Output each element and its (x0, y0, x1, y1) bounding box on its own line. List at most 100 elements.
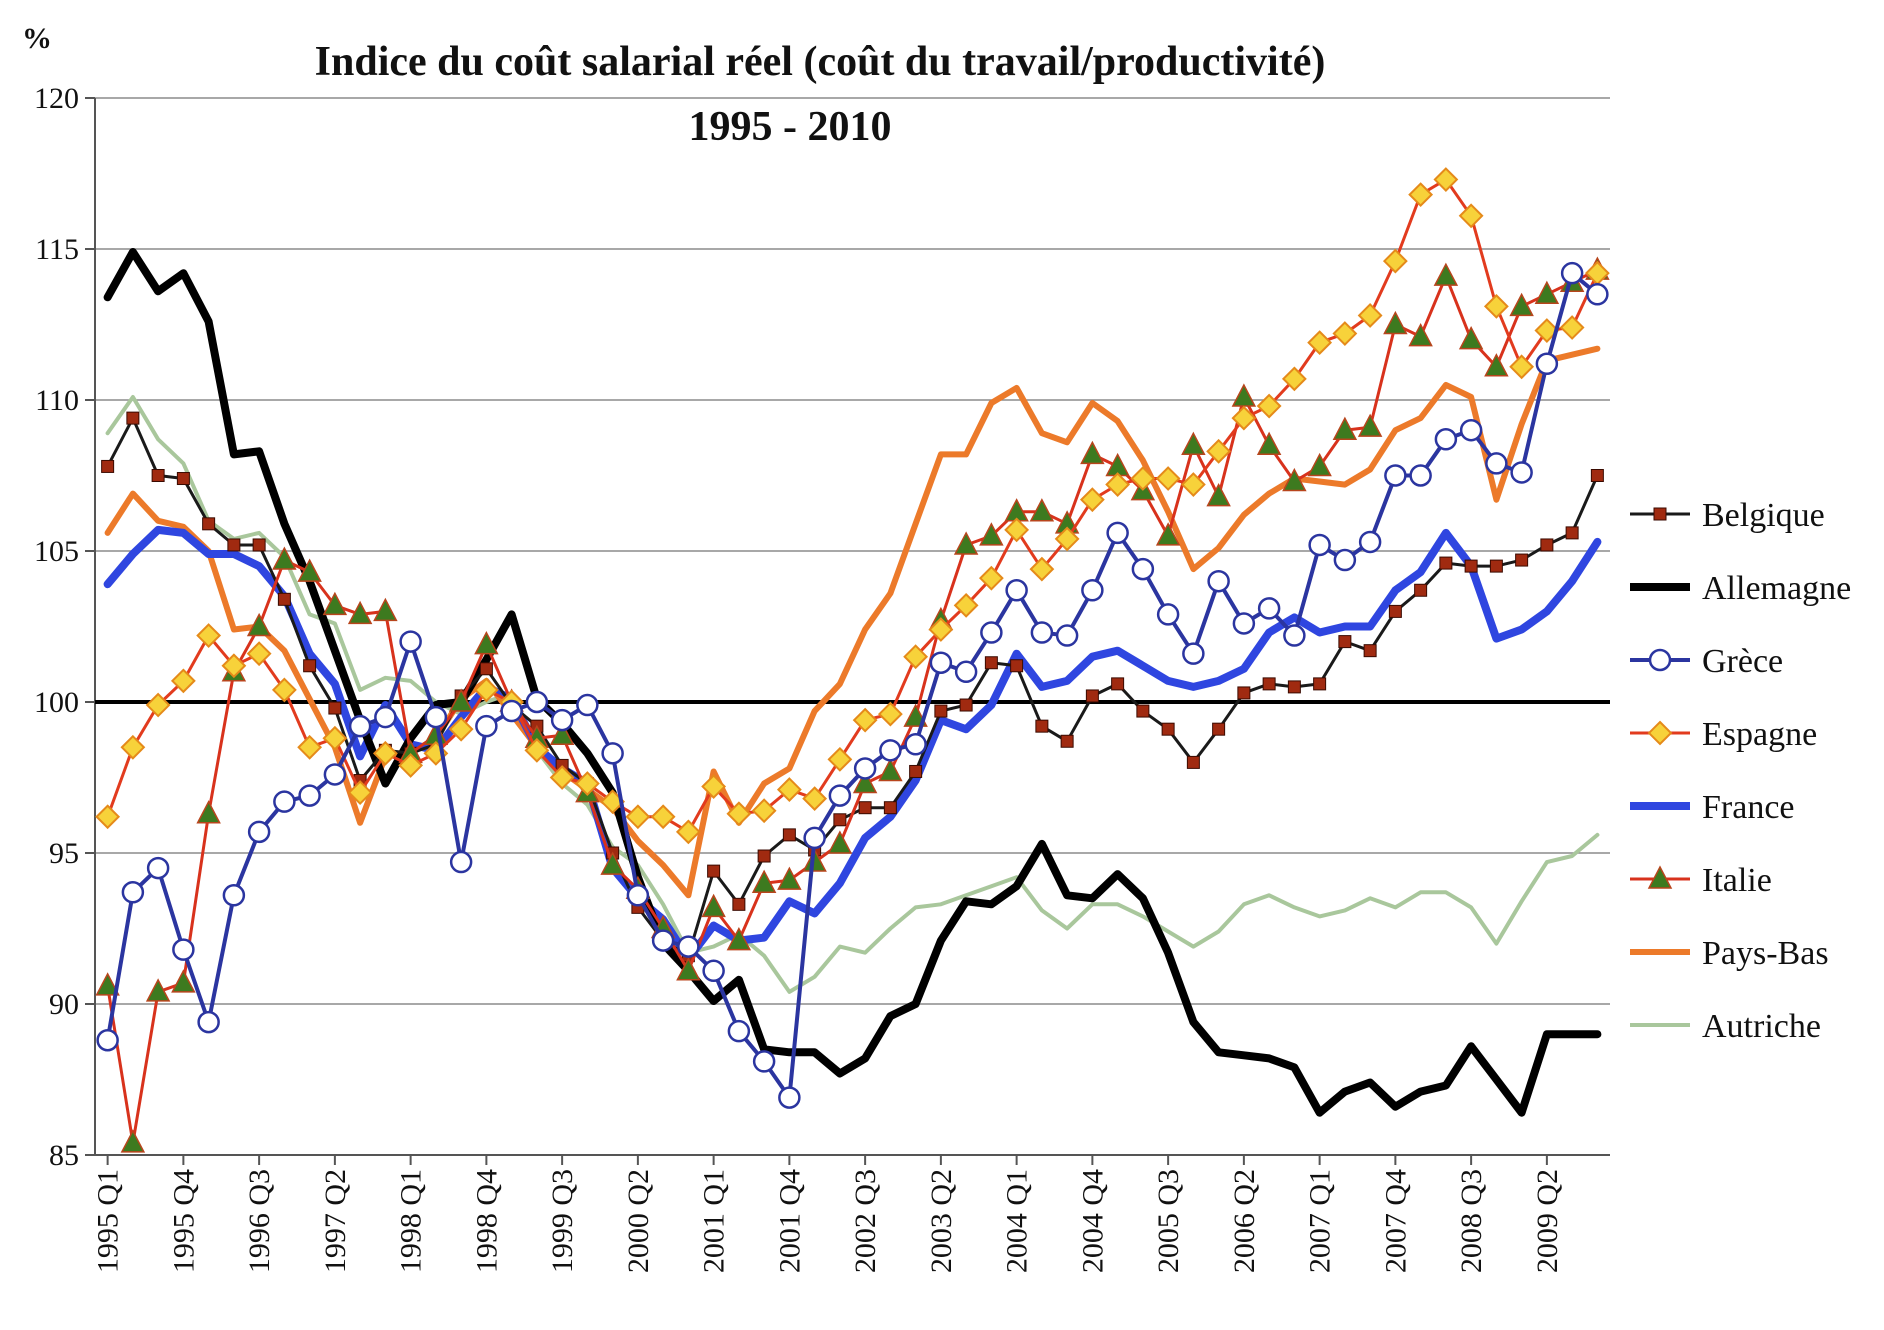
belgique-point (1515, 553, 1529, 567)
espagne-point (1004, 517, 1030, 543)
grce-point (1308, 533, 1331, 557)
series-line-france (103, 525, 1602, 963)
grce-point (1409, 464, 1432, 487)
italie-point (726, 926, 752, 951)
espagne-point (1256, 393, 1282, 419)
espagne-point (524, 737, 550, 763)
espagne-point (1584, 260, 1610, 286)
belgique-point (833, 813, 847, 827)
x-tick-label: 2001 Q1 (698, 1169, 731, 1273)
espagne-point (1483, 293, 1509, 319)
italie-point (1509, 292, 1534, 317)
espagne-point (675, 819, 701, 845)
italie-point (1181, 431, 1206, 456)
legend-item-italie: Italie (1630, 862, 1772, 899)
grce-point (1005, 579, 1028, 602)
belgique-point (227, 538, 241, 552)
y-tick-label: 100 (34, 686, 79, 719)
italie-point (1206, 483, 1231, 507)
belgique-point (858, 801, 872, 815)
espagne-point (221, 653, 247, 679)
grce-point (1535, 352, 1559, 376)
italie-point (1256, 431, 1282, 456)
italie-point (145, 978, 171, 1002)
italie-point (1433, 262, 1459, 286)
espagne-point (953, 592, 979, 618)
grce-point (980, 621, 1003, 644)
x-tick-label: 2000 Q2 (622, 1169, 655, 1273)
legend-item-paysbas: Pays-Bas (1630, 935, 1829, 972)
grce-point (323, 763, 347, 786)
legend-label: Espagne (1702, 716, 1817, 753)
grce-point (1283, 624, 1306, 647)
italie-point (1383, 310, 1408, 335)
belgique-point (303, 659, 317, 673)
italie-point (171, 969, 196, 993)
espagne-point (1231, 405, 1257, 431)
belgique-point (1287, 680, 1301, 694)
espagne-point (978, 565, 1004, 591)
grce-point (146, 856, 170, 880)
legend-label: Allemagne (1702, 570, 1851, 607)
espagne-point (1534, 318, 1560, 343)
belgique-point (202, 517, 216, 531)
legend-item-belgique: Belgique (1630, 497, 1825, 534)
x-tick-label: 2006 Q2 (1228, 1169, 1261, 1273)
series-line-autriche (105, 395, 1600, 994)
espagne-point (170, 668, 196, 694)
grce-point (374, 705, 397, 729)
belgique-point (1111, 677, 1125, 691)
grce-point (778, 1086, 801, 1109)
italie-point (246, 612, 272, 637)
belgique-point (1313, 677, 1327, 691)
italie-point (196, 800, 221, 824)
grce-point (677, 935, 700, 958)
grce-point (1333, 548, 1357, 572)
grce-point (525, 690, 549, 714)
legend-label: Grèce (1702, 643, 1783, 680)
espagne-point (196, 623, 222, 648)
chart-title: Indice du coût salarial réel (coût du tr… (315, 39, 1326, 85)
espagne-point (1433, 167, 1459, 192)
espagne-point (1180, 472, 1206, 497)
italie-point (777, 866, 802, 890)
y-tick-label: 95 (49, 837, 79, 870)
grce-point (550, 708, 574, 732)
belgique-point (1085, 689, 1099, 703)
grce-point (1232, 612, 1256, 635)
grce-point (298, 784, 321, 807)
grce-point (803, 826, 826, 850)
legend-item-france: France (1630, 789, 1795, 826)
espagne-point (928, 617, 954, 642)
italie-point (120, 1129, 146, 1153)
legend-belgique-point (1653, 507, 1667, 521)
grce-point (247, 820, 271, 844)
series-line-belgique (106, 416, 1599, 958)
grce-point (1560, 261, 1584, 285)
espagne-point (322, 725, 348, 751)
espagne-point (1105, 472, 1131, 497)
x-tick-label: 2007 Q1 (1304, 1169, 1337, 1273)
y-tick-label: 105 (34, 535, 79, 568)
series-allemagne (103, 248, 1602, 1117)
italie-point (1307, 452, 1332, 477)
belgique-point (151, 469, 165, 482)
italie-point (953, 531, 979, 555)
espagne-point (1155, 466, 1181, 491)
belgique-point (1035, 719, 1049, 733)
espagne-point (650, 804, 676, 830)
legend: Belgique Allemagne Grèce Espagne France Itali… (1630, 497, 1851, 1045)
x-tick-label: 1996 Q3 (243, 1169, 276, 1273)
espagne-point (1408, 182, 1434, 208)
belgique-point (479, 662, 493, 676)
grce-point (1207, 569, 1230, 593)
italie-point (1029, 498, 1055, 522)
legend-item-allemagne: Allemagne (1630, 570, 1851, 607)
espagne-point (1281, 366, 1307, 392)
grce-point (727, 1019, 751, 1043)
espagne-point (1130, 466, 1156, 491)
grce-point (1131, 557, 1155, 581)
italie-point (1357, 413, 1383, 437)
grce-point (576, 693, 599, 717)
